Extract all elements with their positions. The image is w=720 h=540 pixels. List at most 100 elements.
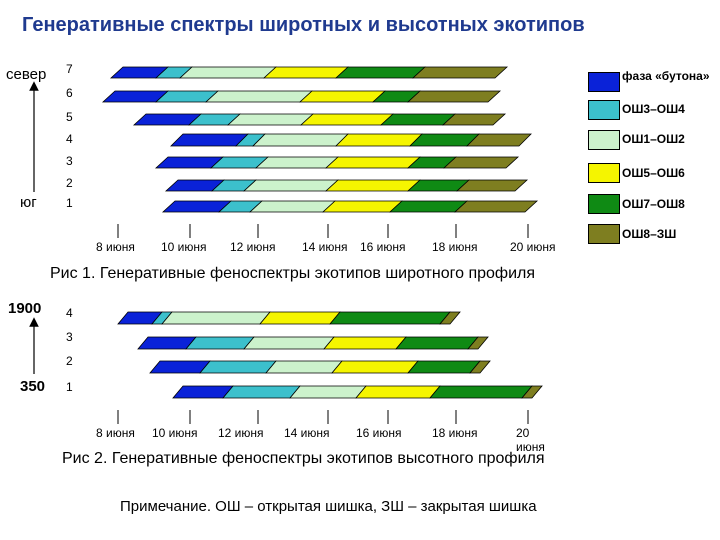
legend-swatch-bud (588, 72, 620, 92)
fig1-caption: Рис 1. Генеративные феноспектры экотипов… (50, 265, 536, 282)
fig1-row-label: 3 (66, 154, 73, 168)
legend-swatch-osh5-osh6 (588, 163, 620, 183)
fig1-row-label: 7 (66, 62, 73, 76)
segment-osh5-osh6 (299, 113, 395, 126)
fig1-row-3-band (154, 156, 520, 169)
fig2-tick-label: 14 июня (284, 426, 330, 440)
fig2-row-label: 2 (66, 354, 73, 368)
fig1-row-7-band (109, 66, 509, 79)
segment-osh5-osh6 (355, 385, 441, 399)
segment-osh1-osh2 (248, 200, 337, 213)
segment-osh8-zsh (469, 360, 491, 374)
fig2-axis (117, 410, 529, 424)
fig2-tick-label: 12 июня (218, 426, 264, 440)
segment-osh5-osh6 (262, 66, 350, 79)
south-label: юг (20, 194, 37, 211)
page-title: Генеративные спектры широтных и высотных… (22, 14, 585, 36)
fig2-tick-label: 8 июня (96, 426, 135, 440)
segment-osh8-zsh (455, 179, 529, 192)
segment-osh1-osh2 (243, 336, 335, 350)
segment-osh1-osh2 (178, 66, 278, 79)
segment-osh8-zsh (466, 133, 532, 147)
fig1-row-4-band (170, 133, 532, 147)
segment-osh5-osh6 (335, 133, 423, 147)
segment-osh1-osh2 (226, 113, 315, 126)
segment-osh8-zsh (441, 113, 507, 126)
segment-osh5-osh6 (321, 200, 404, 213)
segment-osh7-osh8 (429, 385, 533, 399)
segment-osh8-zsh (467, 336, 489, 350)
fig1-tick-label: 12 июня (230, 240, 276, 254)
segment-osh7-osh8 (329, 311, 451, 325)
fig1-row-label: 2 (66, 176, 73, 190)
segment-osh1-osh2 (254, 156, 340, 169)
segment-osh1-osh2 (204, 90, 314, 103)
segment-osh1-osh2 (242, 179, 340, 192)
fig2-row-4-band (117, 311, 461, 325)
fig1-tick-label: 14 июня (302, 240, 348, 254)
segment-osh8-zsh (453, 200, 539, 213)
segment-osh3-osh4 (185, 336, 255, 350)
segment-osh8-zsh (442, 156, 520, 169)
fig1-tick-label: 16 июня (360, 240, 406, 254)
legend-label-bud: фаза «бутона» (622, 69, 710, 83)
legend-swatch-osh8-zsh (588, 224, 620, 244)
legend-label-osh7-osh8: ОШ7–ОШ8 (622, 197, 685, 211)
fig1-tick-label: 20 июня (510, 240, 556, 254)
segment-osh8-zsh (521, 385, 543, 399)
segment-osh8-zsh (411, 66, 509, 79)
segment-osh3-osh4 (199, 360, 277, 374)
segment-osh3-osh4 (222, 385, 301, 399)
fig1-row-label: 5 (66, 110, 73, 124)
altitude-bottom-label: 350 (20, 378, 46, 395)
legend-label-osh5-osh6: ОШ5–ОШ6 (622, 166, 685, 180)
segment-bud (170, 133, 249, 147)
altitude-top-label: 1900 (8, 300, 42, 317)
fig1-row-5-band (132, 113, 507, 126)
fig2-row-1-band (172, 385, 543, 399)
segment-osh5-osh6 (298, 90, 387, 103)
fig1-row-label: 4 (66, 132, 73, 146)
fig1-row-2-band (164, 179, 529, 192)
legend-swatch-osh1-osh2 (588, 130, 620, 150)
fig2-row-label: 4 (66, 306, 73, 320)
fig2-tick-label: 10 июня (152, 426, 198, 440)
fig2-row-label: 3 (66, 330, 73, 344)
legend-label-osh3-osh4: ОШ3–ОШ4 (622, 102, 685, 116)
fig1-tick-label: 10 июня (161, 240, 207, 254)
fig2-caption: Рис 2. Генеративные феноспектры экотипов… (62, 450, 545, 467)
segment-osh1-osh2 (265, 360, 343, 374)
segment-osh5-osh6 (324, 156, 422, 169)
segment-osh5-osh6 (259, 311, 341, 325)
fig1-row-label: 1 (66, 196, 73, 210)
segment-osh5-osh6 (323, 336, 407, 350)
fig1-axis (117, 224, 529, 238)
fig1-row-label: 6 (66, 86, 73, 100)
segment-osh1-osh2 (289, 385, 367, 399)
segment-osh7-osh8 (334, 66, 427, 79)
segment-osh7-osh8 (379, 113, 457, 126)
fig2-row-label: 1 (66, 380, 73, 394)
fig2-row-3-band (137, 336, 489, 350)
fig1-row-1-band (161, 200, 539, 213)
segment-osh5-osh6 (331, 360, 419, 374)
segment-osh5-osh6 (324, 179, 422, 192)
fig1-tick-label: 8 июня (96, 240, 135, 254)
fig1-row-6-band (101, 90, 502, 103)
segment-osh8-zsh (406, 90, 502, 103)
fig1-tick-label: 18 июня (432, 240, 478, 254)
segment-osh1-osh2 (161, 311, 271, 325)
segment-osh7-osh8 (388, 200, 469, 213)
fig2-row-2-band (149, 360, 491, 374)
legend-swatch-osh3-osh4 (588, 100, 620, 120)
fig2-tick-label: 16 июня (356, 426, 402, 440)
segment-osh7-osh8 (407, 360, 481, 374)
north-label: север (6, 66, 47, 83)
footnote: Примечание. ОШ – открытая шишка, ЗШ – за… (120, 498, 537, 515)
legend-swatch-osh7-osh8 (588, 194, 620, 214)
legend-label-osh1-osh2: ОШ1–ОШ2 (622, 132, 685, 146)
fig2-tick-label: 18 июня (432, 426, 478, 440)
segment-osh1-osh2 (252, 133, 349, 147)
legend-label-osh8-zsh: ОШ8–ЗШ (622, 227, 677, 241)
